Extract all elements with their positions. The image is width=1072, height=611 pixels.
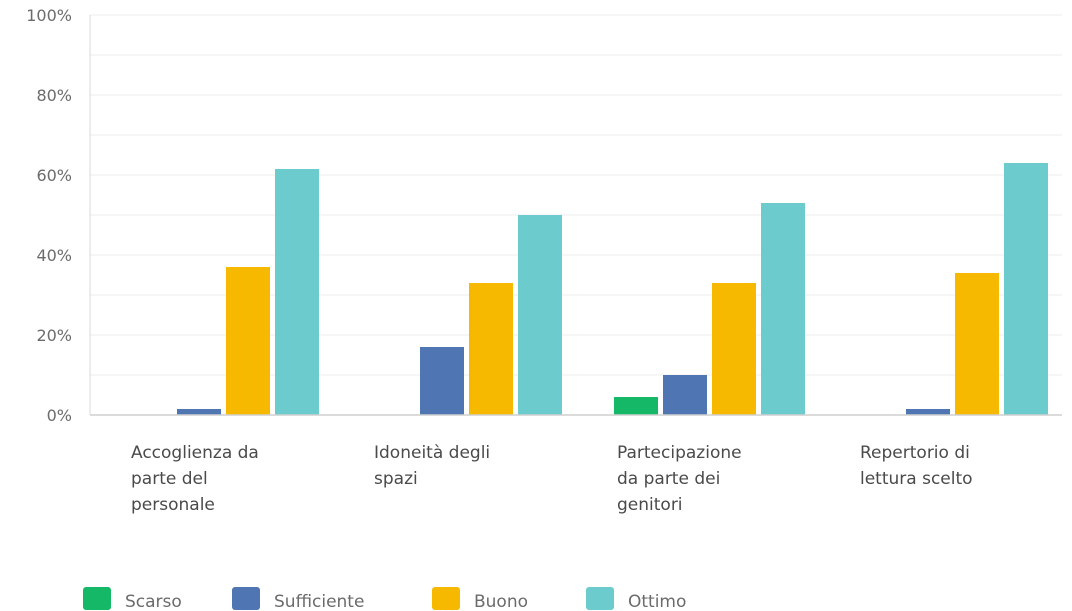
legend-label-sufficiente: Sufficiente [274,592,364,611]
y-tick-label: 20% [36,326,72,345]
y-axis-ticks: 0% 20% 40% 60% 80% 100% [26,6,72,425]
bar-ottimo-3 [761,203,805,415]
bar-scarso-3 [614,397,658,415]
y-tick-label: 60% [36,166,72,185]
x-category-label-line: da parte dei [617,469,720,489]
bar-sufficiente-2 [420,347,464,415]
bar-buono-3 [712,283,756,415]
legend-swatch-ottimo [586,587,614,610]
x-category-label-line: Partecipazione [617,443,742,463]
legend-swatch-buono [432,587,460,610]
bar-sufficiente-1 [177,409,221,415]
y-tick-label: 80% [36,86,72,105]
x-category-label-line: Accoglienza da [131,443,259,463]
bar-ottimo-2 [518,215,562,415]
x-category-label: Accoglienza da parte del personale [131,443,259,515]
legend-swatch-scarso [83,587,111,610]
x-category-label-line: Repertorio di [860,443,970,463]
x-axis-labels: Accoglienza da parte del personale Idoneità… [131,443,973,515]
legend: Scarso Sufficiente Buono Ottimo [83,587,686,611]
bar-sufficiente-4 [906,409,950,415]
bar-buono-4 [955,273,999,415]
x-category-label-line: personale [131,495,215,515]
bars [177,163,1048,415]
x-category-label-line: parte del [131,469,208,489]
bar-buono-2 [469,283,513,415]
legend-label-buono: Buono [474,592,528,611]
x-category-label-line: genitori [617,495,683,515]
x-category-label-line: lettura scelto [860,469,973,489]
legend-swatch-sufficiente [232,587,260,610]
bar-ottimo-1 [275,169,319,415]
bar-buono-1 [226,267,270,415]
x-category-label: Partecipazione da parte dei genitori [617,443,742,515]
y-tick-label: 40% [36,246,72,265]
x-category-label: Repertorio di lettura scelto [860,443,973,489]
y-tick-label: 0% [47,406,72,425]
bar-sufficiente-3 [663,375,707,415]
x-category-label-line: spazi [374,469,418,489]
x-category-label: Idoneità degli spazi [374,443,490,489]
x-category-label-line: Idoneità degli [374,443,490,463]
legend-label-ottimo: Ottimo [628,592,686,611]
legend-label-scarso: Scarso [125,592,182,611]
y-tick-label: 100% [26,6,72,25]
bar-ottimo-4 [1004,163,1048,415]
